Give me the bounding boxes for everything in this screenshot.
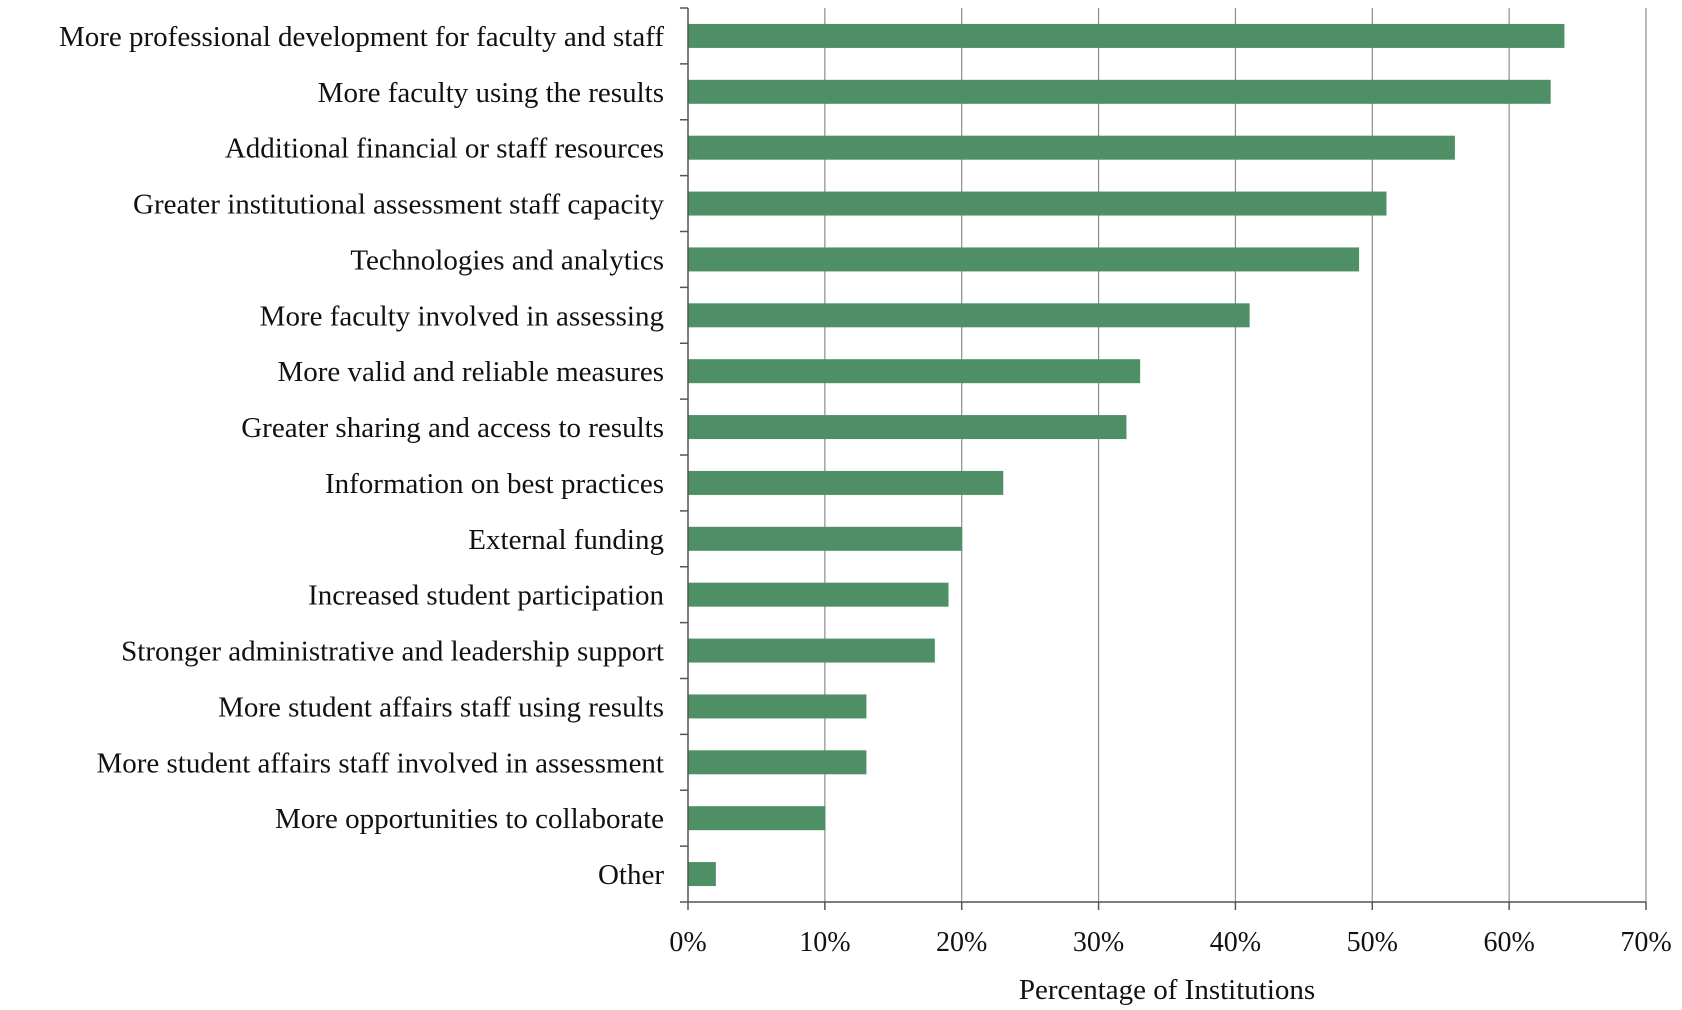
bar <box>688 23 1565 48</box>
category-label: More faculty involved in assessing <box>260 300 664 332</box>
category-label: More faculty using the results <box>318 77 664 109</box>
axes <box>680 7 1647 910</box>
category-label: Increased student participation <box>308 580 664 612</box>
category-labels: More professional development for facult… <box>59 21 665 891</box>
bar <box>688 806 826 831</box>
x-tick-label: 70% <box>1620 927 1671 958</box>
x-tick-label: 20% <box>936 927 987 958</box>
bar <box>688 135 1455 160</box>
bar <box>688 526 963 551</box>
bars <box>688 23 1565 887</box>
category-label: Additional financial or staff resources <box>225 133 664 165</box>
bar <box>688 582 949 607</box>
x-tick-label: 60% <box>1483 927 1534 958</box>
category-label: External funding <box>468 524 664 556</box>
category-label: More student affairs staff using results <box>218 691 664 723</box>
bar <box>688 247 1360 272</box>
x-tick-label: 10% <box>799 927 850 958</box>
bar <box>688 862 716 887</box>
category-label: Other <box>598 859 664 891</box>
category-label: Stronger administrative and leadership s… <box>121 636 664 668</box>
x-axis-title: Percentage of Institutions <box>1019 974 1315 1005</box>
category-label: More student affairs staff involved in a… <box>96 747 664 779</box>
category-label: More valid and reliable measures <box>277 356 664 388</box>
category-label: More professional development for facult… <box>59 21 664 53</box>
bar <box>688 638 935 663</box>
bar <box>688 415 1127 440</box>
category-label: More opportunities to collaborate <box>275 803 664 835</box>
category-label: Greater sharing and access to results <box>241 412 664 444</box>
category-label: Technologies and analytics <box>350 244 664 276</box>
x-tick-labels: 0% 10% 20% 30% 40% 50% 60% 70% <box>669 927 1671 958</box>
category-label: Greater institutional assessment staff c… <box>133 189 664 221</box>
bar <box>688 303 1250 328</box>
category-label: Information on best practices <box>325 468 664 500</box>
bar <box>688 359 1141 384</box>
x-tick-label: 0% <box>669 927 706 958</box>
x-tick-label: 50% <box>1347 927 1398 958</box>
bar <box>688 470 1004 495</box>
bar <box>688 694 867 719</box>
bar <box>688 191 1387 216</box>
bar <box>688 79 1551 104</box>
x-tick-label: 30% <box>1073 927 1124 958</box>
x-tick-label: 40% <box>1210 927 1261 958</box>
bar <box>688 750 867 775</box>
